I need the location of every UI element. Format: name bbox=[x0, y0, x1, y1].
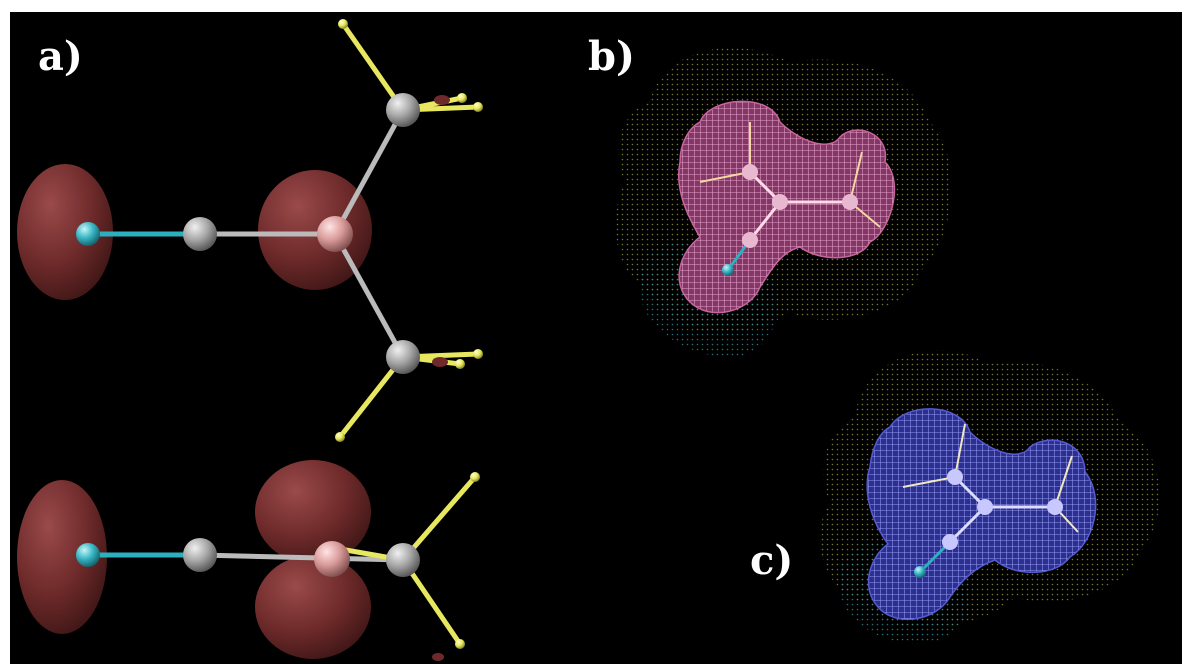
nitrogen-atom bbox=[914, 566, 926, 578]
hydrogen-atom bbox=[470, 472, 480, 482]
bond-c-ch3-bottom bbox=[332, 232, 406, 359]
carbon-atom bbox=[183, 217, 217, 251]
nitrogen-atom bbox=[76, 222, 100, 246]
molecular-orbital-figure: a) b) c) bbox=[10, 12, 1182, 664]
bond-c-ch3-top bbox=[332, 108, 406, 236]
bond-h-top-1 bbox=[340, 22, 406, 112]
panel-label-a: a) bbox=[38, 33, 83, 80]
bond bbox=[948, 505, 987, 544]
bond-h-1 bbox=[401, 475, 477, 562]
panel-label-b: b) bbox=[588, 33, 635, 80]
central-atom bbox=[977, 499, 993, 515]
carbon-atom bbox=[386, 93, 420, 127]
orbital-lobe-nitrogen bbox=[17, 480, 107, 634]
bond bbox=[849, 151, 863, 203]
hydrogen-atom bbox=[335, 432, 345, 442]
orbital-lobe-small bbox=[434, 95, 450, 105]
nitrogen-atom bbox=[722, 264, 734, 276]
central-atom bbox=[772, 194, 788, 210]
carbon-atom bbox=[742, 232, 758, 248]
bond-c-c bbox=[199, 552, 404, 563]
hydrogen-atom bbox=[455, 359, 465, 369]
orbital-lobe-small bbox=[432, 357, 448, 367]
orbital-lobe-central bbox=[258, 170, 372, 290]
hydrogen-atom bbox=[338, 19, 348, 29]
molecular-surface-mesh bbox=[677, 100, 896, 314]
carbon-atom bbox=[386, 340, 420, 374]
panel-a-bottom-molecule bbox=[17, 460, 480, 661]
hydrogen-atom bbox=[473, 102, 483, 112]
panel-label-c: c) bbox=[750, 537, 793, 584]
orbital-lobe-nitrogen bbox=[17, 164, 113, 300]
bond bbox=[748, 201, 782, 241]
hydrogen-atom bbox=[473, 349, 483, 359]
carbon-atom bbox=[386, 543, 420, 577]
bond bbox=[954, 423, 966, 478]
bond bbox=[1054, 455, 1073, 508]
hydrogen-atom bbox=[457, 93, 467, 103]
panel-a-top-molecule bbox=[17, 19, 483, 442]
nitrogen-atom bbox=[76, 543, 100, 567]
bond bbox=[699, 171, 751, 183]
panel-c-surface bbox=[820, 350, 1160, 644]
orbital-lobe-lower bbox=[255, 555, 371, 659]
panel-b-surface bbox=[615, 47, 952, 357]
orbital-lobe-upper bbox=[255, 460, 371, 564]
central-atom bbox=[314, 541, 350, 577]
hydrogen-atom bbox=[455, 639, 465, 649]
bond bbox=[902, 476, 956, 488]
carbon-atom bbox=[183, 538, 217, 572]
carbon-atom bbox=[942, 534, 958, 550]
carbon-atom bbox=[742, 164, 758, 180]
carbon-atom bbox=[947, 469, 963, 485]
carbon-atom bbox=[1047, 499, 1063, 515]
central-atom bbox=[317, 216, 353, 252]
orbital-lobe-small bbox=[432, 653, 444, 661]
carbon-atom bbox=[842, 194, 858, 210]
